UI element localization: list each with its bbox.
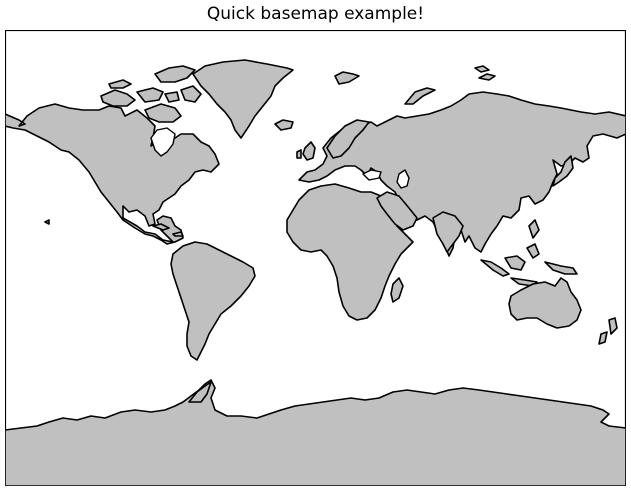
black-sea <box>362 169 382 181</box>
new-zealand <box>598 317 618 345</box>
japan <box>552 155 574 187</box>
caribbean <box>44 219 184 237</box>
scandinavia <box>326 119 370 159</box>
svalbard <box>334 71 360 85</box>
arabia <box>376 191 418 231</box>
map-title: Quick basemap example! <box>206 4 425 24</box>
uk <box>296 141 316 161</box>
greenland <box>192 59 294 139</box>
madagascar <box>390 277 404 303</box>
antarctic-peninsula <box>188 381 212 403</box>
india <box>432 211 464 253</box>
map-panel <box>5 30 626 486</box>
world-map <box>5 30 626 486</box>
arctic-islands <box>100 65 202 123</box>
novaya-zemlya <box>404 65 496 105</box>
north-america <box>5 103 220 245</box>
africa <box>286 183 414 321</box>
iceland <box>274 119 294 131</box>
antarctica <box>5 379 626 486</box>
caspian-sea <box>396 169 410 189</box>
south-america <box>170 241 256 361</box>
hudson-bay <box>150 127 176 157</box>
philippines <box>528 219 540 239</box>
australia <box>508 277 582 329</box>
